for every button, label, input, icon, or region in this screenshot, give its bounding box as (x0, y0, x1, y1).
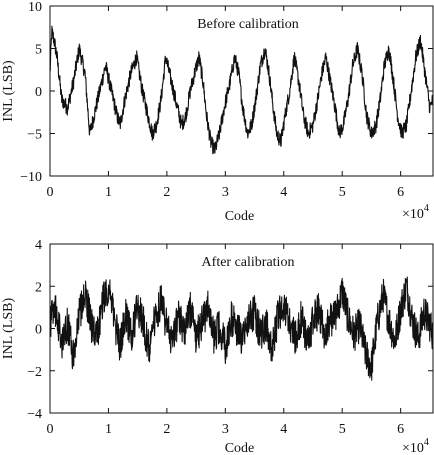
x-tick-label: 3 (222, 422, 229, 437)
x-tick-label: 5 (339, 185, 346, 200)
x-axis-multiplier-exponent: 4 (424, 203, 429, 214)
x-tick-label: 0 (47, 422, 54, 437)
x-tick-label: 3 (222, 185, 229, 200)
x-axis-label: Code (225, 441, 255, 455)
y-tick-label: 10 (28, 0, 42, 15)
y-tick-label: 5 (35, 43, 42, 58)
x-tick-label: 2 (163, 422, 170, 437)
x-axis-label: Code (225, 209, 255, 224)
y-tick-label: 0 (35, 323, 42, 338)
x-tick-label: 0 (47, 185, 54, 200)
x-tick-label: 6 (397, 185, 404, 200)
x-tick-label: 5 (339, 422, 346, 437)
y-tick-label: 4 (35, 238, 42, 253)
x-tick-label: 1 (105, 185, 112, 200)
y-tick-label: −5 (27, 128, 42, 143)
panel-annotation: Before calibration (197, 17, 298, 32)
y-tick-label: −2 (27, 365, 42, 380)
y-tick-label: −4 (27, 407, 42, 422)
x-tick-label: 2 (163, 185, 170, 200)
inl-series-line (49, 276, 434, 381)
panel-annotation: After calibration (202, 255, 295, 270)
y-tick-label: −10 (20, 170, 42, 185)
x-tick-label: 4 (280, 185, 287, 200)
x-tick-label: 6 (397, 422, 404, 437)
x-axis-multiplier: ×104 (402, 437, 429, 455)
x-tick-label: 1 (105, 422, 112, 437)
x-tick-label: 4 (280, 422, 287, 437)
y-axis-label: INL (LSB) (1, 298, 16, 360)
inl-series-line (49, 25, 434, 155)
chart-panel-before-calibration: 0 1 2 3 4 5 6 −10 −5 0 5 10 INL (LSB) Code ×104 Before … (1, 0, 434, 224)
chart-panel-after-calibration: 0 1 2 3 4 5 6 −4 −2 0 2 4 INL (LSB) Code ×104 After cal… (1, 238, 434, 455)
y-axis-label: INL (LSB) (1, 60, 16, 122)
y-tick-label: 2 (35, 280, 42, 295)
x-axis-multiplier: ×104 (402, 203, 429, 222)
y-tick-label: 0 (35, 85, 42, 100)
x-axis-multiplier-exponent: 4 (424, 437, 429, 448)
